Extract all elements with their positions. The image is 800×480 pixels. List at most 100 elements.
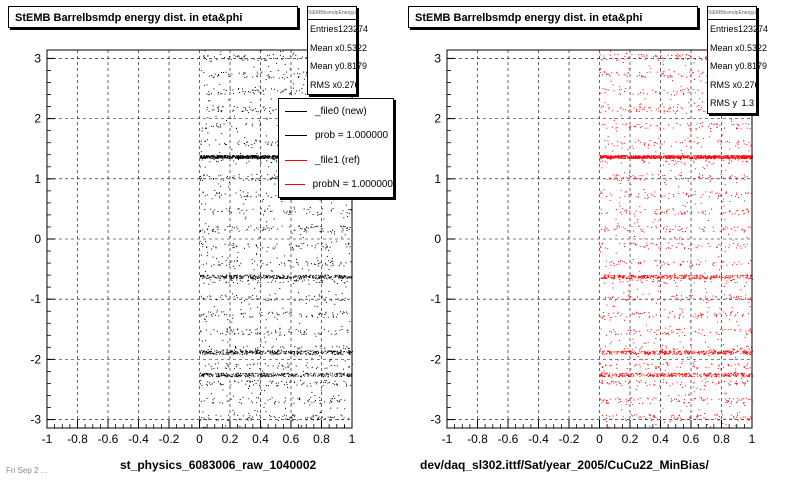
data-point bbox=[257, 158, 259, 160]
data-point bbox=[729, 211, 731, 213]
data-point bbox=[645, 368, 647, 370]
data-point bbox=[329, 350, 331, 352]
data-point bbox=[268, 334, 270, 336]
data-point bbox=[221, 132, 223, 134]
data-point bbox=[217, 110, 219, 112]
data-point bbox=[695, 316, 697, 318]
data-point bbox=[218, 376, 220, 378]
data-point bbox=[627, 280, 629, 282]
data-point bbox=[200, 156, 202, 158]
data-point bbox=[347, 347, 349, 349]
data-point bbox=[240, 277, 242, 279]
data-point bbox=[214, 363, 216, 365]
data-point bbox=[297, 398, 299, 400]
data-point bbox=[238, 88, 240, 90]
data-point bbox=[245, 275, 247, 277]
data-point bbox=[327, 231, 329, 233]
data-point bbox=[288, 375, 289, 377]
data-point bbox=[336, 352, 338, 354]
data-point bbox=[255, 196, 257, 198]
data-point bbox=[637, 296, 638, 298]
data-point bbox=[244, 375, 246, 376]
data-point bbox=[262, 375, 264, 376]
data-point bbox=[202, 243, 204, 245]
data-point bbox=[601, 192, 603, 194]
data-point bbox=[304, 275, 306, 277]
data-point bbox=[321, 373, 323, 375]
data-point bbox=[276, 276, 278, 278]
data-point bbox=[218, 374, 220, 376]
data-point bbox=[204, 156, 206, 158]
data-point bbox=[202, 191, 204, 193]
data-point bbox=[230, 117, 232, 119]
data-point bbox=[692, 72, 694, 74]
data-point bbox=[322, 373, 324, 375]
data-point bbox=[331, 276, 333, 278]
chart-panel-left: -1 -0.8 -0.6 -0.4 -0.2 0 0.2 0.4 0.6 0.8 1 -3 -2 -1 0 1… bbox=[8, 6, 394, 472]
data-point bbox=[608, 143, 609, 145]
data-point bbox=[339, 299, 341, 301]
data-point bbox=[224, 157, 226, 159]
data-point bbox=[255, 348, 256, 350]
data-point bbox=[271, 276, 273, 278]
data-point bbox=[700, 106, 702, 108]
data-point bbox=[343, 347, 345, 349]
data-point bbox=[628, 230, 630, 232]
data-point bbox=[343, 265, 345, 267]
data-point bbox=[236, 256, 238, 258]
data-point bbox=[715, 296, 717, 298]
data-point bbox=[724, 229, 726, 231]
data-point bbox=[621, 179, 622, 181]
data-point bbox=[709, 176, 711, 178]
data-point bbox=[639, 245, 641, 247]
data-point bbox=[648, 143, 650, 145]
data-point bbox=[665, 345, 667, 347]
data-point bbox=[231, 244, 233, 246]
data-point bbox=[284, 278, 286, 279]
data-point bbox=[299, 322, 301, 324]
data-point bbox=[232, 155, 234, 157]
data-point bbox=[718, 381, 720, 383]
data-point bbox=[326, 352, 328, 353]
data-point bbox=[232, 177, 234, 179]
data-point bbox=[277, 353, 278, 355]
data-point bbox=[643, 179, 645, 181]
data-point bbox=[324, 380, 326, 381]
data-point bbox=[297, 275, 299, 277]
y-tick-label: 3 bbox=[34, 51, 41, 65]
data-point bbox=[220, 373, 222, 374]
data-point bbox=[250, 157, 251, 159]
data-point bbox=[237, 55, 239, 57]
data-point bbox=[260, 351, 262, 353]
data-point bbox=[207, 106, 209, 108]
data-point bbox=[202, 352, 203, 353]
data-point bbox=[265, 59, 266, 61]
data-point bbox=[346, 346, 348, 348]
data-point bbox=[223, 311, 225, 313]
data-point bbox=[246, 142, 248, 143]
data-point bbox=[255, 157, 257, 158]
data-point bbox=[730, 296, 732, 298]
data-point bbox=[290, 276, 292, 278]
data-point bbox=[251, 144, 253, 145]
data-point bbox=[319, 411, 321, 413]
data-point bbox=[341, 329, 343, 330]
data-point bbox=[626, 299, 627, 301]
data-point bbox=[217, 211, 219, 212]
data-point bbox=[219, 351, 221, 353]
data-point bbox=[276, 385, 278, 387]
data-point bbox=[702, 229, 704, 230]
data-point bbox=[263, 106, 265, 108]
data-point bbox=[306, 72, 307, 74]
data-point bbox=[631, 54, 633, 56]
data-point bbox=[294, 373, 296, 375]
data-point bbox=[613, 177, 615, 179]
data-point bbox=[735, 314, 737, 316]
data-point bbox=[261, 353, 263, 355]
data-point bbox=[609, 297, 611, 299]
data-point bbox=[627, 383, 629, 385]
data-point bbox=[284, 376, 286, 378]
data-point bbox=[200, 276, 201, 278]
data-point bbox=[256, 352, 258, 354]
data-point bbox=[276, 352, 277, 354]
